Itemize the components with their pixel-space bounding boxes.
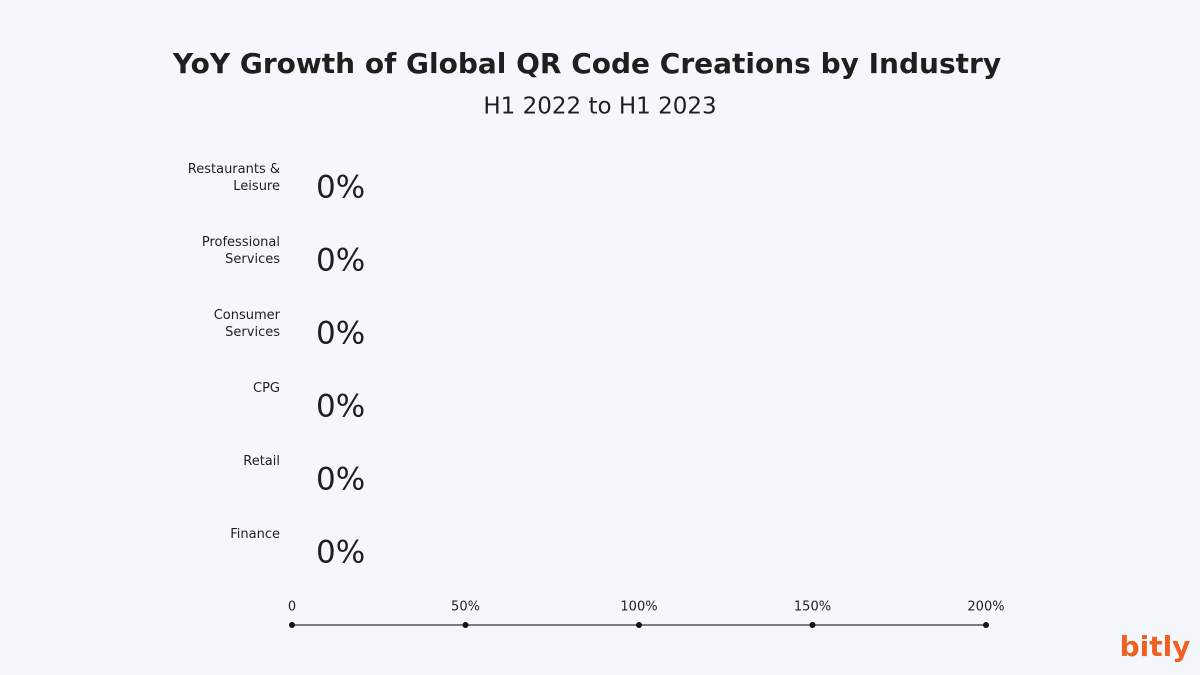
category-label: Professional Services xyxy=(201,235,280,267)
tick-mark xyxy=(462,622,469,628)
x-tick-label: 0 xyxy=(288,600,296,615)
x-tick-label: 100% xyxy=(620,600,657,615)
value-label: 0% xyxy=(316,243,365,279)
tick-mark xyxy=(289,622,295,628)
category-label: CPG xyxy=(253,381,280,396)
x-tick-label: 200% xyxy=(967,600,1004,615)
value-label: 0% xyxy=(316,535,365,571)
tick-mark xyxy=(809,622,816,628)
x-tick-label: 50% xyxy=(451,600,480,615)
category-label: Restaurants & Leisure xyxy=(187,162,280,194)
x-tick-label: 150% xyxy=(794,600,831,615)
category-label: Retail xyxy=(243,454,280,469)
chart-subtitle: H1 2022 to H1 2023 xyxy=(483,94,716,120)
tick-mark xyxy=(636,622,642,628)
value-label: 0% xyxy=(316,170,365,206)
value-label: 0% xyxy=(316,316,365,352)
value-label: 0% xyxy=(316,462,365,498)
category-label: Consumer Services xyxy=(213,308,280,340)
value-label: 0% xyxy=(316,389,365,425)
chart-title: YoY Growth of Global QR Code Creations b… xyxy=(172,47,1001,80)
logo: bitly xyxy=(1120,630,1191,663)
tick-mark xyxy=(983,622,989,628)
category-label: Finance xyxy=(230,527,280,542)
